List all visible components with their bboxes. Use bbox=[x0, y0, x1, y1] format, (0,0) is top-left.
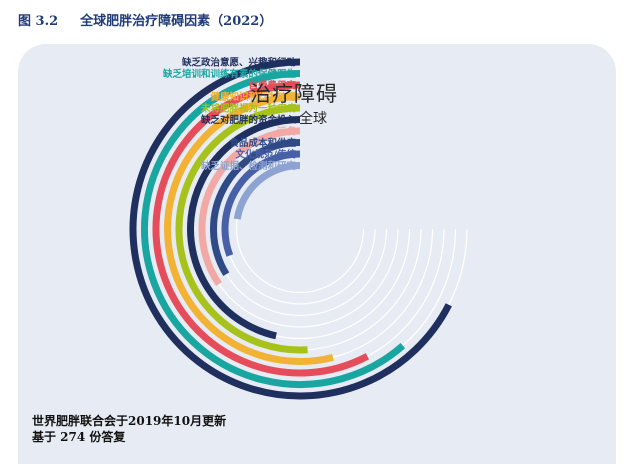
series-label: 缺乏政治意愿、兴趣和行动 bbox=[181, 57, 297, 69]
figure-number: 图 3.2 bbox=[18, 14, 59, 29]
figure-caption: 图 3.2 全球肥胖治疗障碍因素（2022） bbox=[18, 10, 272, 29]
radial-bar bbox=[175, 104, 308, 354]
series-label: 健康知识和行为缺乏 bbox=[210, 91, 296, 103]
chart-panel: 缺乏政治意愿、兴趣和行动 缺乏培训和训练有素的保健医生 自费费用高 健康知识和行为缺乏… bbox=[18, 44, 616, 464]
radial-bars bbox=[129, 58, 452, 400]
series-label: 食品成本和供应 bbox=[228, 137, 296, 149]
radial-bar-chart: 缺乏政治意愿、兴趣和行动缺乏培训和训练有素的保健医生自费费用高健康知识和行为缺乏… bbox=[129, 57, 468, 400]
radial-bar bbox=[152, 81, 370, 377]
series-labels: 缺乏政治意愿、兴趣和行动缺乏培训和训练有素的保健医生自费费用高健康知识和行为缺乏… bbox=[162, 57, 297, 173]
radial-bar bbox=[164, 93, 334, 365]
series-label: 未将肥胖视为一种疾病 bbox=[200, 103, 297, 115]
chart-title: 治疗障碍 bbox=[250, 82, 338, 106]
chart-subtitle: 全球 bbox=[299, 111, 327, 127]
series-label: 自费费用高 bbox=[248, 80, 296, 92]
radial-bar bbox=[198, 127, 301, 287]
radial-bar bbox=[141, 70, 406, 388]
response-count-note: 基于 274 份答复 bbox=[32, 430, 126, 444]
radial-bar bbox=[129, 58, 452, 400]
series-label: 缺乏证据、检测和研究 bbox=[200, 160, 297, 172]
radial-bar bbox=[221, 150, 301, 257]
series-label: 文化规范/传统 bbox=[235, 149, 297, 161]
radial-bar bbox=[210, 139, 301, 277]
radial-bar bbox=[187, 116, 301, 340]
source-note: 世界肥胖联合会于2019年10月更新 bbox=[32, 414, 227, 428]
series-label: 污名 bbox=[277, 126, 296, 138]
figure-caption-text: 全球肥胖治疗障碍因素（2022） bbox=[80, 14, 273, 29]
series-label: 缺乏培训和训练有素的保健医生 bbox=[162, 68, 297, 80]
radial-bar bbox=[233, 162, 301, 220]
series-label: 缺乏对肥胖的资金投入 bbox=[200, 114, 297, 126]
